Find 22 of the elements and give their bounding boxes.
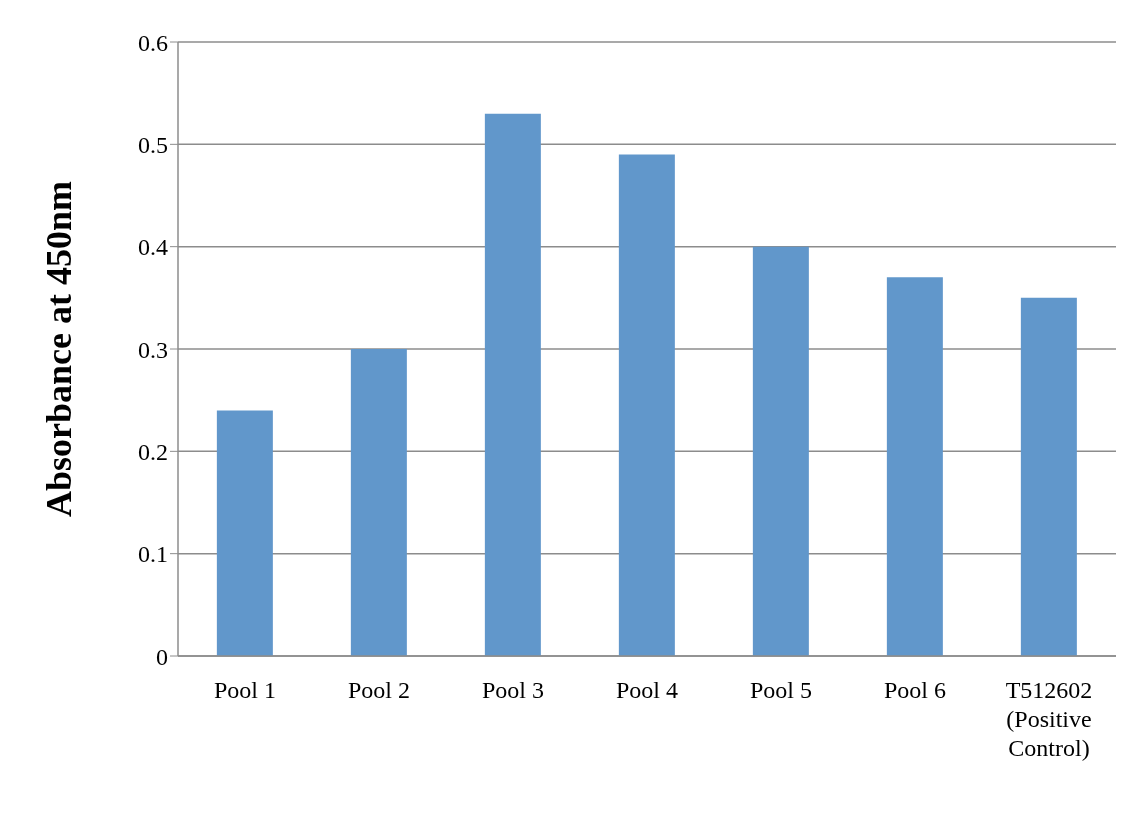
y-tick-label: 0 [156,643,168,670]
y-tick-label: 0.5 [138,131,168,158]
y-tick-label: 0.4 [138,234,168,261]
y-tick-label: 0.2 [138,438,168,465]
bar [484,113,541,656]
x-tick-label: Pool 3 [481,677,545,703]
bar [1020,297,1077,656]
x-tick-label: Pool 1 [213,677,277,703]
bar [216,410,273,656]
bar [886,277,943,656]
y-tick-label: 0.1 [138,541,168,568]
bar [752,246,809,656]
bar [618,154,675,656]
x-tick-label: Pool 2 [347,677,411,703]
x-tick-label: T512602 (Positive Control) [1005,677,1093,761]
x-tick-label: Pool 5 [749,677,813,703]
y-tick-label: 0.6 [138,29,168,56]
x-tick-label: Pool 6 [883,677,947,703]
x-tick-label: Pool 4 [615,677,679,703]
y-tick-label: 0.3 [138,336,168,363]
bar [350,349,407,656]
y-axis-title: Absorbance at 450nm [38,180,79,518]
